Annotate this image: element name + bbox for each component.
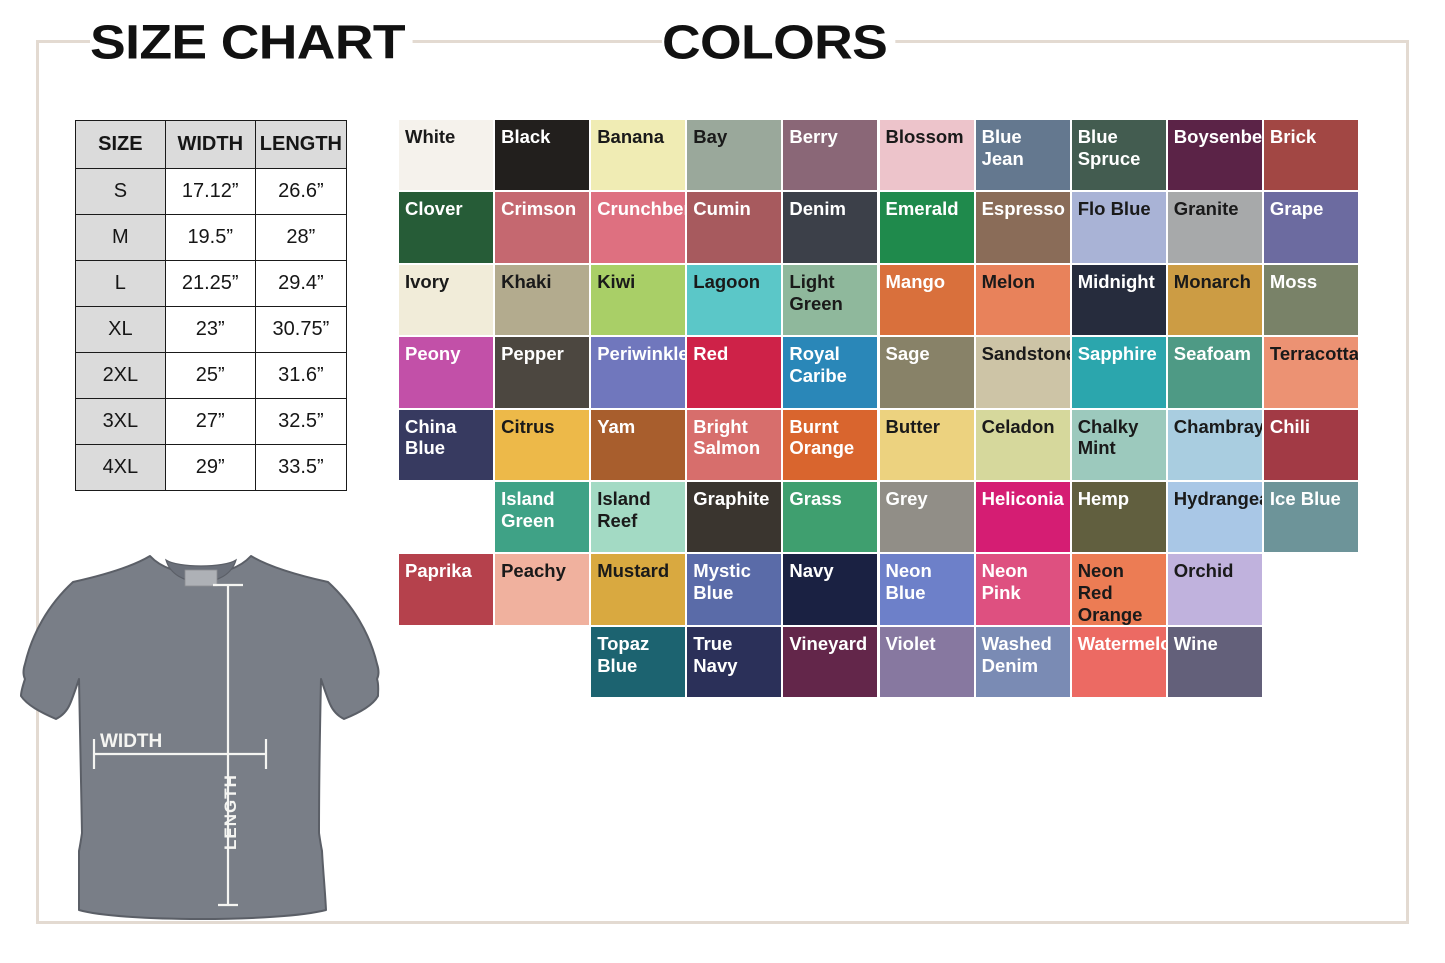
svg-text:WIDTH: WIDTH [100, 731, 162, 752]
svg-text:LENGTH: LENGTH [221, 774, 240, 850]
